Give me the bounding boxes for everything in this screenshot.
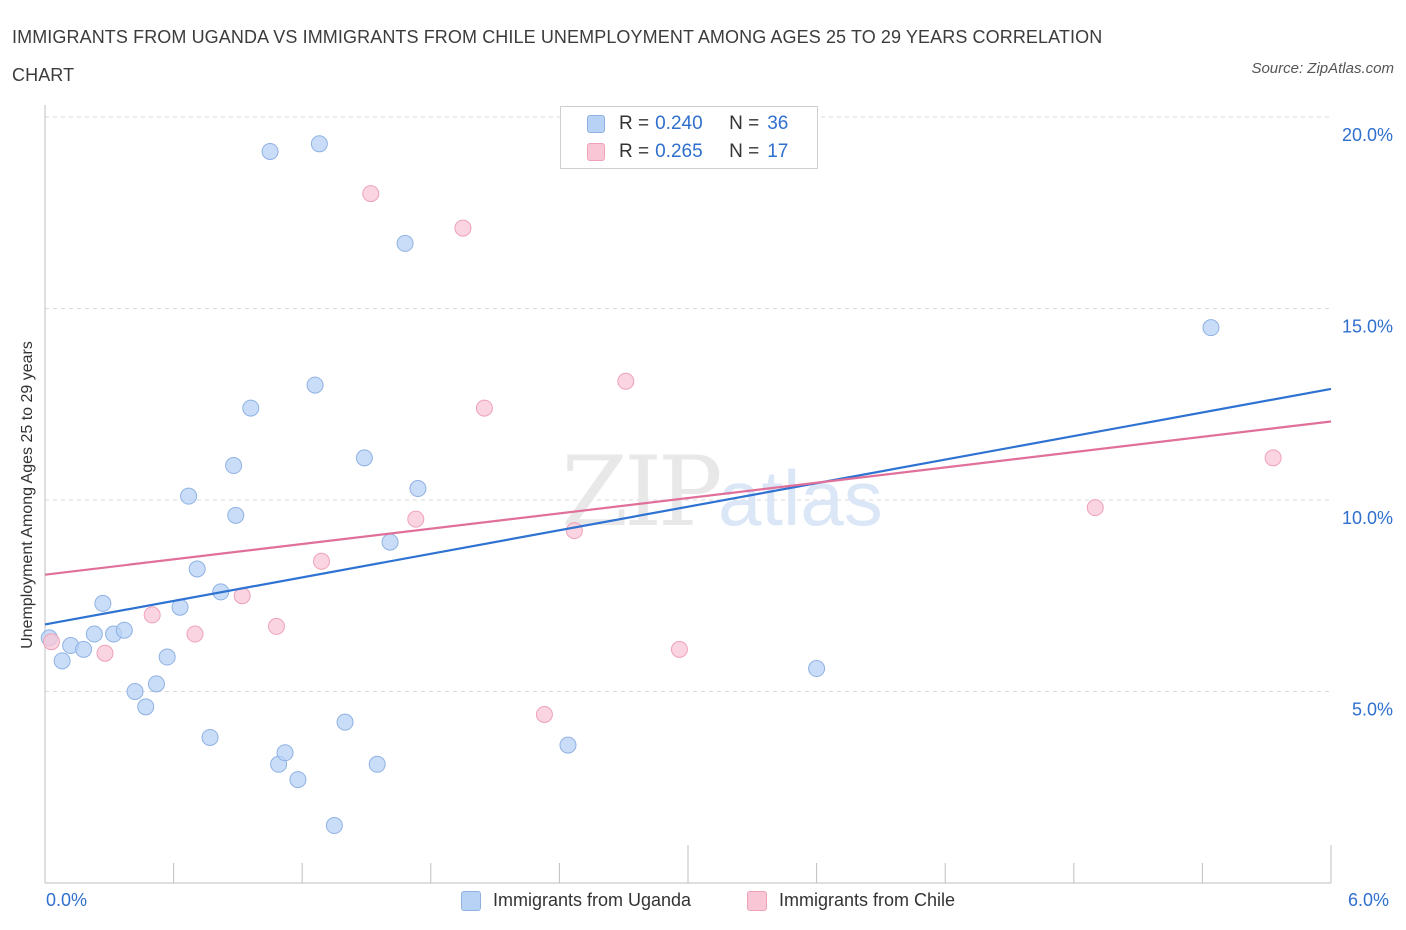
uganda-point <box>137 698 155 716</box>
trend-layer <box>44 387 1332 626</box>
uganda-legend-swatch <box>461 890 481 911</box>
uganda-swatch <box>587 115 605 133</box>
uganda-point <box>276 744 294 762</box>
uganda-point <box>225 457 243 475</box>
y-tick-label: 15.0% <box>1342 317 1393 337</box>
uganda-point <box>94 594 112 612</box>
chile-point <box>42 633 60 651</box>
series-legend: Immigrants from Uganda Immigrants from C… <box>0 888 1406 916</box>
chile-legend-swatch <box>747 890 767 911</box>
uganda-point <box>310 135 328 153</box>
chile-point <box>617 372 635 390</box>
uganda-point <box>201 728 219 746</box>
grid-layer <box>45 116 1331 692</box>
point-layer <box>40 135 1282 835</box>
legend-r-label: R = <box>619 141 650 162</box>
uganda-point <box>1202 319 1220 337</box>
axis-layer <box>44 105 1332 884</box>
uganda-point <box>306 376 324 394</box>
uganda-point <box>180 487 198 505</box>
legend-n-value: 36 <box>767 113 789 134</box>
chile-point <box>267 617 285 635</box>
chile-point <box>186 625 204 643</box>
chile-point <box>407 510 425 528</box>
chile-point <box>1086 499 1104 517</box>
legend-item-uganda: Immigrants from Uganda <box>461 890 691 911</box>
uganda-point <box>409 480 427 498</box>
legend-r-label: R = <box>619 113 650 134</box>
watermark-layer: ZIP atlas <box>561 436 882 548</box>
uganda-point <box>325 817 343 835</box>
uganda-point <box>227 506 245 524</box>
uganda-point <box>396 234 414 252</box>
chile-point <box>565 522 583 540</box>
legend-item-chile: Immigrants from Chile <box>747 890 955 911</box>
y-tick-label: 20.0% <box>1342 125 1393 145</box>
legend-row-chile: R = 0.265 N = 17 <box>587 139 788 165</box>
x-tick-label-min: 0.0% <box>46 890 88 910</box>
chile-point <box>454 219 472 237</box>
uganda-point <box>808 660 826 678</box>
legend-n-label: N = <box>729 113 760 134</box>
watermark-atlas: atlas <box>718 454 883 542</box>
chile-swatch <box>587 143 605 161</box>
uganda-point <box>559 736 577 754</box>
chile-point <box>312 552 330 570</box>
chile-point <box>96 644 114 662</box>
chile-point <box>143 606 161 624</box>
legend-label-chile: Immigrants from Chile <box>779 890 956 910</box>
uganda-point <box>147 675 165 693</box>
y-tick-label: 10.0% <box>1342 508 1393 528</box>
legend-r-value: 0.265 <box>655 141 703 162</box>
uganda-point <box>381 533 399 551</box>
chile-point <box>362 185 380 203</box>
label-layer: 5.0% 10.0% 15.0% 20.0% <box>1342 125 1393 720</box>
uganda-point <box>53 652 71 670</box>
uganda-point <box>242 399 260 417</box>
correlation-legend: R = 0.240 N = 36 R = 0.265 N = 17 <box>560 106 818 169</box>
chart-title: IMMIGRANTS FROM UGANDA VS IMMIGRANTS FRO… <box>12 27 1103 85</box>
uganda-point <box>261 142 279 160</box>
uganda-point <box>188 560 206 578</box>
uganda-point <box>355 449 373 467</box>
uganda-point <box>75 640 93 658</box>
legend-n-value: 17 <box>767 141 789 162</box>
uganda-point <box>85 625 103 643</box>
uganda-trendline <box>44 387 1332 626</box>
uganda-point <box>368 755 386 773</box>
uganda-point <box>115 621 133 639</box>
x-tick-label-max: 6.0% <box>1348 890 1390 910</box>
chile-point <box>1264 449 1282 467</box>
watermark-zip: ZIP <box>561 436 720 548</box>
uganda-point <box>289 771 307 789</box>
chile-point <box>670 640 688 658</box>
legend-row-uganda: R = 0.240 N = 36 <box>587 111 788 137</box>
uganda-point <box>126 683 144 700</box>
legend-r-value: 0.240 <box>655 113 703 134</box>
chile-point <box>535 705 553 723</box>
uganda-point <box>336 713 354 731</box>
legend-label-uganda: Immigrants from Uganda <box>493 890 692 910</box>
uganda-point <box>158 648 176 666</box>
legend-n-label: N = <box>729 141 760 162</box>
source-label: Source: ZipAtlas.com <box>1251 60 1394 77</box>
y-tick-label: 5.0% <box>1352 700 1393 720</box>
chile-trendline <box>44 420 1332 576</box>
chile-point <box>475 399 493 417</box>
